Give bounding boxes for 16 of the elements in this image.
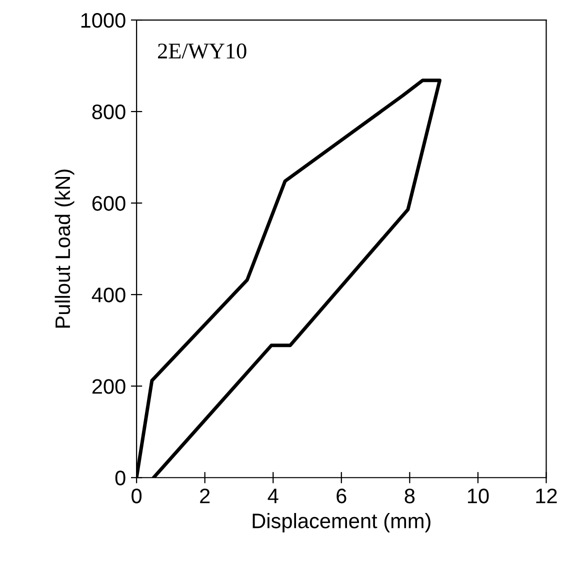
y-axis-title: Pullout Load (kN) [54,170,74,328]
y-tick-label: 400 [92,288,126,302]
x-tick-label: 6 [336,488,346,504]
x-tick-label: 2 [200,488,210,504]
x-tick-label: 8 [404,488,415,504]
x-tick-label: 4 [268,488,278,504]
y-tick-label: 1000 [81,13,126,28]
x-tick-label: 10 [468,488,489,504]
y-tick-label: 800 [92,104,126,120]
x-tick-label: 0 [132,488,142,504]
y-tick-label: 200 [92,379,126,394]
x-axis-title: Displacement (mm) [252,513,430,532]
y-tick-label: 600 [92,196,126,211]
x-tick-label: 12 [536,488,557,504]
annotation: 2E/WY10 [158,44,246,59]
y-tick-label: 0 [115,470,126,486]
